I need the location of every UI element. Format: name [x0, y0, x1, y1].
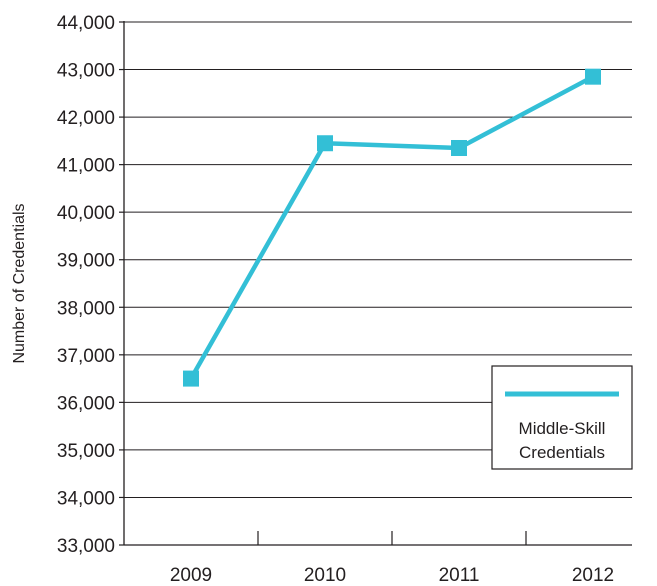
y-tick-label: 42,000 [57, 108, 115, 129]
legend-box [491, 365, 633, 470]
series-group [183, 68, 601, 387]
series-line [189, 74, 595, 380]
x-tick-label: 2011 [439, 565, 480, 586]
y-tick-label: 41,000 [57, 156, 115, 177]
data-point-marker [451, 139, 467, 156]
y-tick-label: 39,000 [57, 251, 115, 272]
y-axis-ticks: 33,000 34,000 35,000 36,000 37,000 38,000 39,0… [57, 13, 124, 557]
y-tick-label: 37,000 [57, 346, 115, 367]
x-tick-label: 2012 [572, 565, 614, 586]
y-tick-label: 43,000 [57, 61, 115, 82]
x-axis-ticks: 2009 2010 2011 2012 [170, 531, 614, 586]
y-tick-label: 35,000 [57, 441, 115, 462]
y-tick-label: 44,000 [57, 13, 115, 34]
y-tick-label: 36,000 [57, 393, 115, 414]
legend: Middle-Skill Credentials [491, 365, 633, 470]
legend-label-line2: Credentials [519, 443, 605, 462]
y-tick-label: 40,000 [57, 203, 115, 224]
legend-label-line1: Middle-Skill [519, 419, 606, 438]
data-point-marker [183, 370, 199, 387]
data-point-marker [585, 68, 601, 85]
y-tick-label: 34,000 [57, 488, 115, 509]
data-point-marker [317, 135, 333, 152]
y-tick-label: 33,000 [57, 536, 115, 557]
x-tick-label: 2010 [304, 565, 346, 586]
gridlines [124, 21, 632, 498]
x-tick-label: 2009 [170, 565, 212, 586]
y-axis-title: Number of Credentials [11, 203, 28, 363]
y-tick-label: 38,000 [57, 298, 115, 319]
